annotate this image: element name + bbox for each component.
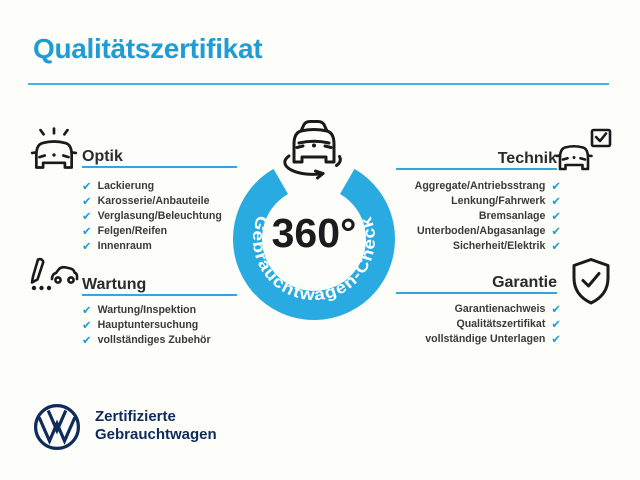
check-icon: ✔ (551, 208, 561, 223)
checklist-item-label: vollständige Unterlagen (425, 333, 546, 346)
check-icon: ✔ (82, 178, 92, 193)
section-title-optik: Optik (82, 148, 123, 165)
checklist-item: ✔ Lackierung (82, 179, 222, 194)
checklist-item: ✔ Innenraum (82, 239, 222, 254)
checklist-item: ✔ Hauptuntersuchung (82, 318, 211, 333)
checklist-item: Unterboden/Abgasanlage ✔ (330, 224, 561, 239)
check-icon: ✔ (82, 208, 92, 223)
wartung-checklist: ✔ Wartung/Inspektion ✔ Hauptuntersuchung… (82, 303, 211, 348)
ring-arc (233, 168, 395, 320)
title-divider (28, 83, 609, 85)
check-icon: ✔ (551, 331, 561, 346)
checklist-item: ✔ vollständiges Zubehör (82, 333, 211, 348)
checklist-item-label: Wartung/Inspektion (97, 304, 197, 317)
checklist-item-label: Aggregate/Antriebsstrang (414, 180, 546, 193)
checklist-item: ✔ Karosserie/Anbauteile (82, 194, 222, 209)
checklist-item-label: Verglasung/Beleuchtung (97, 210, 222, 223)
checklist-item-label: Innenraum (97, 240, 152, 253)
checklist-item: Aggregate/Antriebsstrang ✔ (330, 179, 561, 194)
checklist-item-label: Sicherheit/Elektrik (452, 240, 546, 253)
section-rule-optik (82, 166, 237, 168)
check-icon: ✔ (82, 238, 92, 253)
section-rule-wartung (82, 294, 237, 296)
degree-value: 360° (272, 210, 357, 256)
360-check-ring: Gebrauchtwagen-Check 360° (233, 168, 395, 320)
check-icon: ✔ (82, 302, 92, 317)
checklist-item: ✔ Wartung/Inspektion (82, 303, 211, 318)
checklist-item-label: vollständiges Zubehör (97, 334, 211, 347)
check-icon: ✔ (551, 223, 561, 238)
checklist-item: ✔ Verglasung/Beleuchtung (82, 209, 222, 224)
car-checkbox-icon (555, 128, 612, 171)
technik-checklist: Aggregate/Antriebsstrang ✔ Lenkung/Fahrw… (330, 179, 561, 254)
checklist-item-label: Garantienachweis (454, 303, 546, 316)
brand-line-1: Zertifizierte (95, 408, 176, 425)
checklist-item-label: Lenkung/Fahrwerk (451, 195, 546, 208)
check-icon: ✔ (551, 238, 561, 253)
vw-logo (34, 404, 80, 450)
section-title-wartung: Wartung (82, 276, 147, 293)
check-icon: ✔ (551, 193, 561, 208)
checklist-item: Bremsanlage ✔ (330, 209, 561, 224)
check-icon: ✔ (82, 332, 92, 347)
checklist-item-label: Hauptuntersuchung (97, 319, 199, 332)
checklist-item-label: Lackierung (97, 180, 155, 193)
checklist-item: Garantienachweis ✔ (330, 302, 561, 317)
shield-check-icon (572, 258, 610, 305)
page-title: Qualitätszertifikat (33, 33, 263, 64)
checklist-item: ✔ Felgen/Reifen (82, 224, 222, 239)
checklist-item: vollständige Unterlagen ✔ (330, 332, 561, 347)
section-title-garantie: Garantie (492, 274, 557, 291)
optik-checklist: ✔ Lackierung ✔ Karosserie/Anbauteile ✔ V… (82, 179, 222, 254)
check-icon: ✔ (82, 193, 92, 208)
check-icon: ✔ (551, 316, 561, 331)
checklist-item-label: Qualitätszertifikat (456, 318, 546, 331)
section-rule-technik (396, 168, 557, 170)
check-icon: ✔ (82, 317, 92, 332)
rotating-car-icon (283, 120, 342, 180)
checklist-item: Qualitätszertifikat ✔ (330, 317, 561, 332)
check-icon: ✔ (551, 301, 561, 316)
section-rule-garantie (396, 292, 557, 294)
checklist-item-label: Felgen/Reifen (97, 225, 168, 238)
checklist-item-label: Unterboden/Abgasanlage (417, 225, 546, 238)
brand-text: Zertifizierte Gebrauchtwagen (95, 408, 217, 444)
checklist-item-label: Karosserie/Anbauteile (97, 195, 210, 208)
inspection-checklist-icon (30, 257, 79, 291)
check-icon: ✔ (551, 178, 561, 193)
checklist-item: Sicherheit/Elektrik ✔ (330, 239, 561, 254)
shiny-car-icon (30, 127, 78, 169)
brand-line-2: Gebrauchtwagen (95, 426, 217, 443)
section-title-technik: Technik (497, 150, 557, 167)
checklist-item-label: Bremsanlage (478, 210, 546, 223)
garantie-checklist: Garantienachweis ✔ Qualitätszertifikat ✔… (330, 302, 561, 347)
check-icon: ✔ (82, 223, 92, 238)
checklist-item: Lenkung/Fahrwerk ✔ (330, 194, 561, 209)
